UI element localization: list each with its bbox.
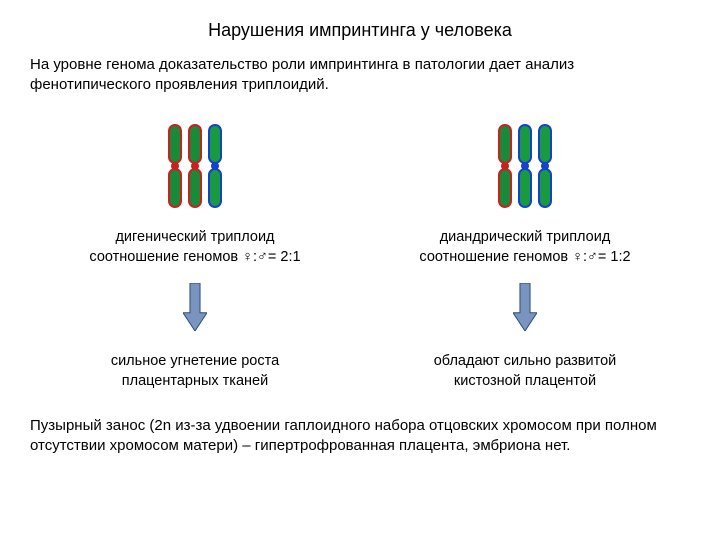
chromosome-icon: [206, 124, 224, 208]
chromosome-icon: [186, 124, 204, 208]
chrom-bottom-arm: [518, 168, 532, 208]
chrom-bottom-arm: [188, 168, 202, 208]
chromosome-icon: [166, 124, 184, 208]
chrom-bottom-arm: [208, 168, 222, 208]
page-title: Нарушения импринтинга у человека: [30, 20, 690, 41]
chrom-top-arm: [518, 124, 532, 164]
centromere-dot: [191, 162, 199, 170]
chrom-bottom-arm: [538, 168, 552, 208]
chromosome-icon: [496, 124, 514, 208]
chrom-top-arm: [498, 124, 512, 164]
left-caption-line1: дигенический триплоид: [115, 229, 274, 245]
right-result-line1: обладают сильно развитой: [434, 353, 617, 369]
right-column: диандрический триплоид соотношение геном…: [395, 124, 655, 391]
centromere-dot: [541, 162, 549, 170]
centromere-dot: [501, 162, 509, 170]
left-column: дигенический триплоид соотношение геномо…: [65, 124, 325, 391]
footer-note: Пузырный занос (2n из-за удвоении гаплои…: [30, 416, 690, 455]
left-caption: дигенический триплоид соотношение геномо…: [89, 228, 300, 267]
chrom-top-arm: [168, 124, 182, 164]
chromosome-icon: [516, 124, 534, 208]
chrom-top-arm: [188, 124, 202, 164]
left-result: сильное угнетение роста плацентарных тка…: [111, 352, 279, 391]
chrom-top-arm: [538, 124, 552, 164]
down-arrow-icon: [183, 283, 207, 331]
left-arrow: [183, 283, 207, 336]
down-arrow-icon: [513, 283, 537, 331]
left-chromosomes: [166, 124, 224, 208]
chromosome-icon: [536, 124, 554, 208]
chrom-bottom-arm: [498, 168, 512, 208]
left-result-line2: плацентарных тканей: [122, 373, 268, 389]
centromere-dot: [211, 162, 219, 170]
right-arrow: [513, 283, 537, 336]
right-caption-line2: соотношение геномов ♀:♂= 1:2: [419, 249, 630, 265]
intro-text: На уровне генома доказательство роли имп…: [30, 55, 690, 94]
centromere-dot: [521, 162, 529, 170]
left-result-line1: сильное угнетение роста: [111, 353, 279, 369]
left-caption-line2: соотношение геномов ♀:♂= 2:1: [89, 249, 300, 265]
right-chromosomes: [496, 124, 554, 208]
right-caption-line1: диандрический триплоид: [440, 229, 611, 245]
centromere-dot: [171, 162, 179, 170]
right-result: обладают сильно развитой кистозной плаце…: [434, 352, 617, 391]
columns-container: дигенический триплоид соотношение геномо…: [30, 124, 690, 391]
right-result-line2: кистозной плацентой: [454, 373, 596, 389]
right-caption: диандрический триплоид соотношение геном…: [419, 228, 630, 267]
chrom-top-arm: [208, 124, 222, 164]
chrom-bottom-arm: [168, 168, 182, 208]
